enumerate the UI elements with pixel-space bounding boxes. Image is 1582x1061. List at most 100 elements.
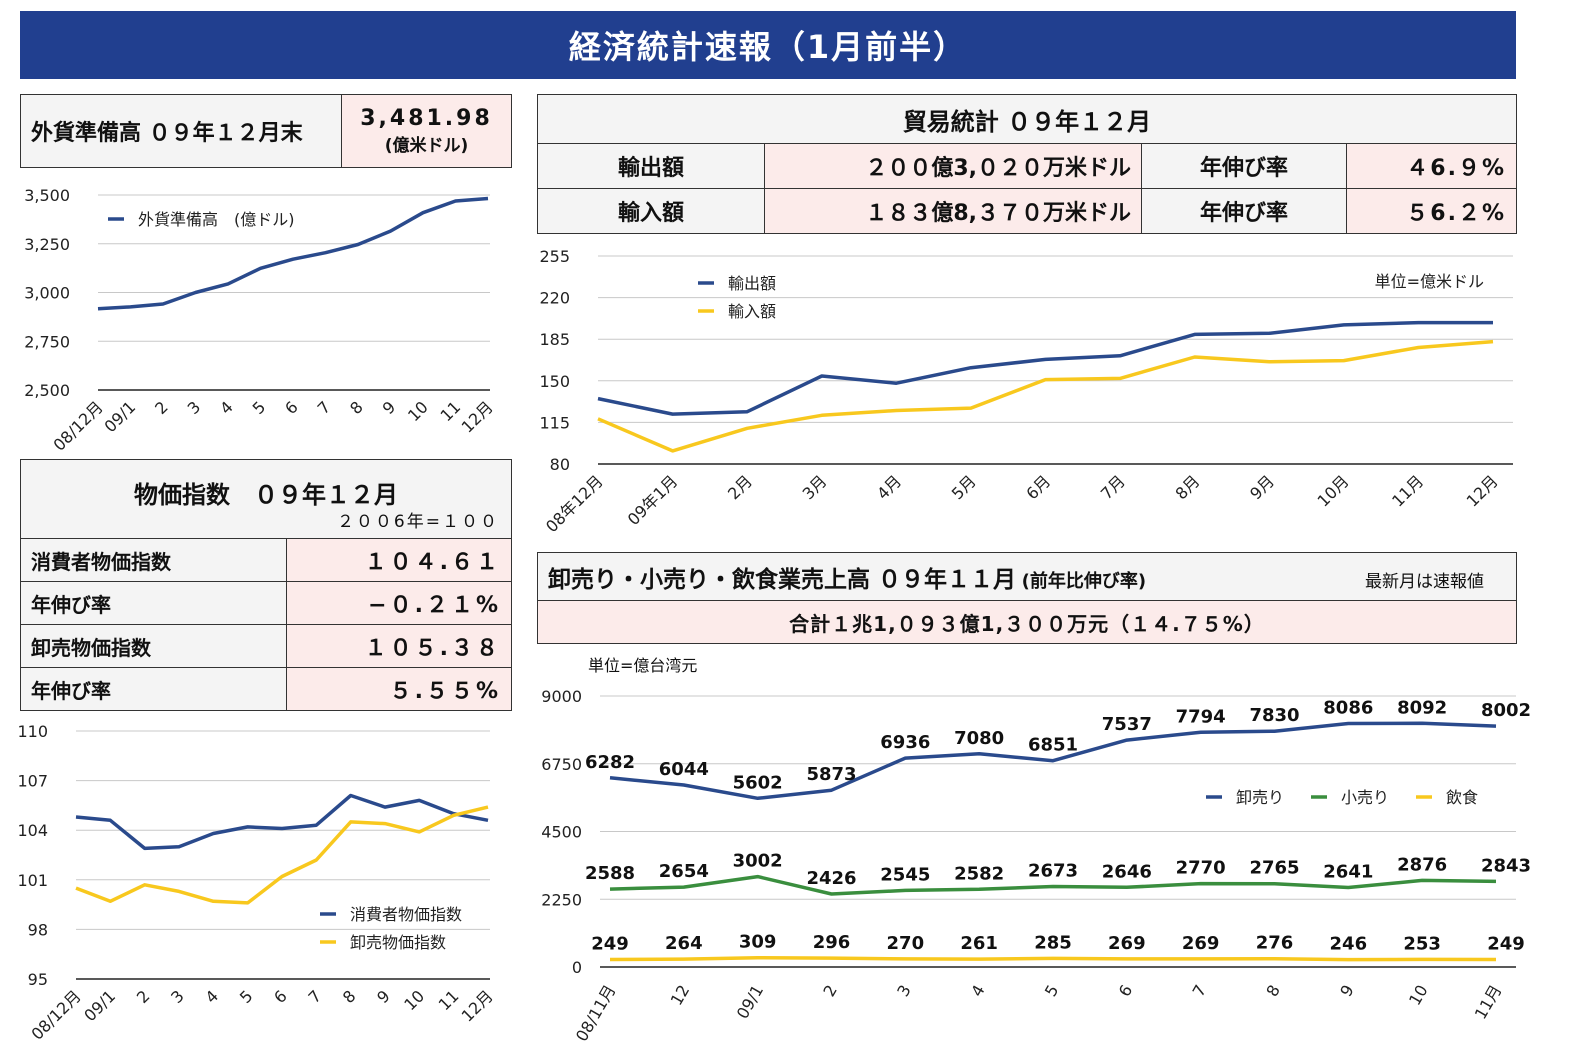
- x-tick-label: 10月: [1314, 471, 1353, 510]
- data-label: 2582: [954, 863, 1004, 884]
- cpi-rate-value: −０.２１%: [286, 581, 512, 625]
- cpi-label: 消費者物価指数: [20, 538, 287, 582]
- export-rate: ４6.９%: [1346, 143, 1517, 189]
- x-tick-label: 08/12月: [49, 397, 106, 454]
- series-line: [609, 721, 1497, 801]
- y-tick-label: 95: [28, 970, 48, 989]
- x-tick-label: 09/1: [80, 986, 119, 1025]
- data-label: 2426: [806, 868, 856, 889]
- data-label: 2545: [880, 864, 930, 885]
- y-tick-label: 3,500: [24, 186, 70, 205]
- x-tick-label: 8: [1262, 982, 1284, 1000]
- import-label: 輸入額: [537, 188, 765, 234]
- y-tick-label: 3,000: [24, 284, 70, 303]
- data-label: 249: [591, 934, 629, 955]
- data-label: 2673: [1028, 861, 1078, 882]
- legend-label: 外貨準備高 (億ドル): [138, 210, 295, 229]
- x-tick-label: 12月: [458, 986, 497, 1025]
- sales-note: 最新月は速報値: [1365, 572, 1484, 592]
- y-tick-label: 2,500: [24, 381, 70, 400]
- banner-title: 経済統計速報（1月前半）: [20, 11, 1516, 79]
- import-rate-label: 年伸び率: [1141, 188, 1347, 234]
- x-tick-label: 7: [1189, 982, 1211, 1000]
- fx-reserves-unit: (億米ドル): [384, 136, 469, 156]
- legend-label: 輸入額: [728, 302, 776, 321]
- x-tick-label: 4: [216, 397, 237, 418]
- data-label: 264: [665, 933, 703, 954]
- x-tick-label: 9: [1336, 982, 1358, 1000]
- sales-box: 卸売り・小売り・飲食業売上高 ０９年１１月 (前年比伸び率) 最新月は速報値 合…: [537, 552, 1517, 644]
- x-tick-label: 6月: [1022, 471, 1054, 503]
- x-tick-label: 6: [281, 397, 302, 418]
- data-label: 5873: [806, 764, 856, 785]
- legend-label: 卸売り: [1236, 788, 1284, 807]
- prices-box: 物価指数 ０９年１２月 ２００6年=１００ 消費者物価指数 １０４.６１ 年伸び…: [20, 459, 512, 711]
- data-label: 2876: [1397, 854, 1447, 875]
- cpi-value: １０４.６１: [286, 538, 512, 582]
- x-tick-label: 09/1: [733, 982, 767, 1023]
- data-label: 7830: [1249, 705, 1299, 726]
- y-tick-label: 107: [17, 772, 48, 791]
- data-label: 8092: [1397, 697, 1447, 718]
- x-tick-label: 5: [249, 397, 270, 418]
- y-tick-label: 4500: [541, 823, 582, 842]
- export-label: 輸出額: [537, 143, 765, 189]
- data-label: 7537: [1102, 714, 1152, 735]
- series-line: [97, 196, 489, 311]
- series-line: [597, 320, 1493, 416]
- series-line: [609, 874, 1497, 896]
- x-tick-label: 5: [1041, 982, 1063, 1000]
- sales-subtitle: (前年比伸び率): [1021, 570, 1147, 592]
- prices-header: 物価指数 ０９年１２月 ２００6年=１００: [20, 459, 512, 539]
- sales-chart-layer: 0 2250 4500 6750 9000 08/11月 12 09/1 2 3 4 5 6 7 8 9 10 1…: [541, 687, 1531, 1045]
- y-tick-label: 150: [539, 372, 570, 391]
- export-rate-label: 年伸び率: [1141, 143, 1347, 189]
- data-label: 285: [1034, 932, 1072, 953]
- wpi-rate-label: 年伸び率: [20, 667, 287, 711]
- fx-reserves-box: 外貨準備高 ０９年１２月末 3,481.98 (億米ドル): [20, 94, 512, 168]
- x-tick-label: 2: [133, 986, 154, 1007]
- sales-total: 合計１兆1,０９３億1,３００万元（１４.７５%）: [537, 600, 1517, 644]
- data-label: 2641: [1323, 861, 1373, 882]
- x-tick-label: 12月: [458, 397, 497, 436]
- x-tick-label: 09/1: [100, 397, 139, 436]
- x-tick-label: 3: [167, 986, 188, 1007]
- x-tick-label: 11: [436, 397, 464, 425]
- data-label: 269: [1182, 933, 1220, 954]
- legend-label: 消費者物価指数: [350, 905, 462, 924]
- trade-title: 貿易統計 ０９年１２月: [537, 94, 1517, 144]
- x-tick-label: 5: [236, 986, 257, 1007]
- data-label: 6851: [1028, 735, 1078, 756]
- y-tick-label: 185: [539, 330, 570, 349]
- legend-label: 小売り: [1341, 788, 1389, 807]
- x-tick-label: 7月: [1097, 471, 1129, 503]
- x-tick-label: 12月: [1463, 471, 1502, 510]
- y-tick-label: 104: [17, 821, 48, 840]
- series-line: [75, 793, 489, 851]
- fx-reserves-value-cell: 3,481.98 (億米ドル): [341, 94, 512, 168]
- legend-label: 輸出額: [728, 274, 776, 293]
- x-tick-label: 7: [305, 986, 326, 1007]
- wpi-label: 卸売物価指数: [20, 624, 287, 668]
- data-label: 2588: [585, 863, 635, 884]
- x-tick-label: 4月: [873, 471, 905, 503]
- x-tick-label: 5月: [948, 471, 980, 503]
- y-tick-label: 110: [17, 722, 48, 741]
- prices-title: 物価指数 ０９年１２月: [134, 480, 398, 509]
- data-label: 5602: [733, 772, 783, 793]
- unit-label: 単位=億米ドル: [1375, 272, 1484, 291]
- x-tick-label: 9月: [1246, 471, 1278, 503]
- series-line: [597, 339, 1494, 453]
- data-label: 2770: [1176, 858, 1226, 879]
- x-tick-label: 11月: [1471, 982, 1506, 1023]
- x-tick-label: 8: [339, 986, 360, 1007]
- wpi-value: １０５.３８: [286, 624, 512, 668]
- series-line: [75, 805, 489, 905]
- x-tick-label: 6: [270, 986, 291, 1007]
- y-tick-label: 255: [539, 247, 570, 266]
- x-tick-label: 4: [967, 982, 989, 1000]
- x-tick-label: 10: [1405, 982, 1432, 1009]
- x-tick-label: 10: [400, 986, 428, 1014]
- y-tick-label: 6750: [541, 755, 582, 774]
